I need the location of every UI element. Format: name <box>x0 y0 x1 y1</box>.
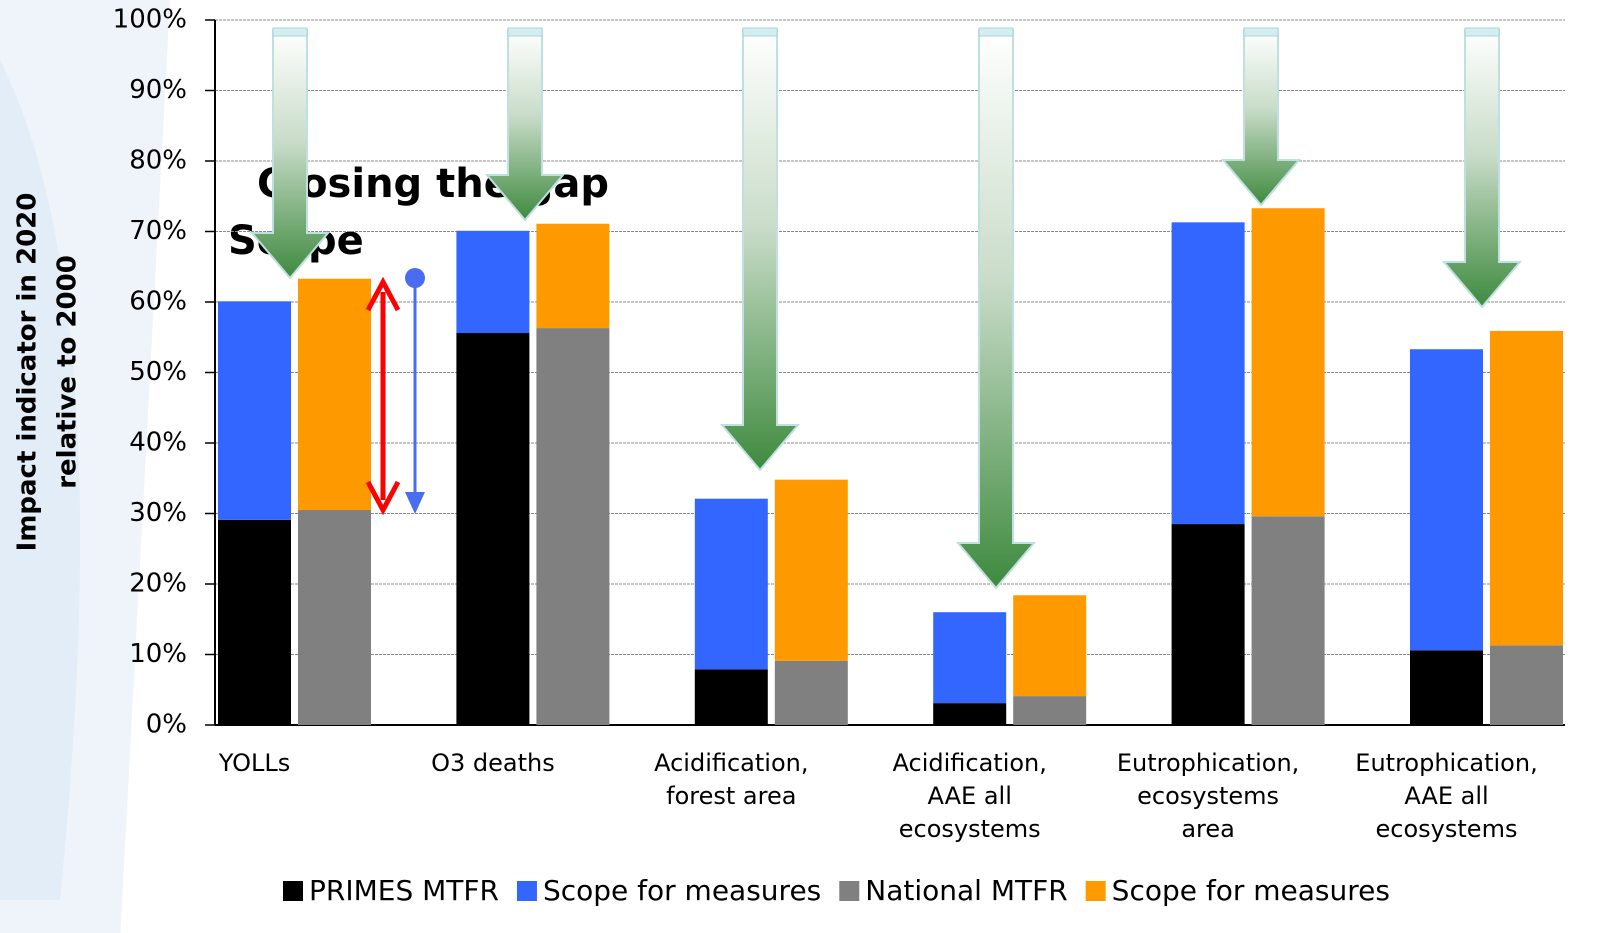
decor-arrow-cap <box>1243 27 1279 37</box>
bar-segment <box>298 278 371 510</box>
x-tick-label: O3 deaths <box>431 749 555 777</box>
bar-segment <box>933 612 1007 704</box>
decor-arrow <box>719 29 801 472</box>
bar-segment <box>218 301 291 520</box>
bar-segment <box>1013 696 1087 725</box>
decor-arrow-cap <box>507 27 543 37</box>
bar-segment <box>536 223 610 329</box>
legend-swatch <box>839 881 860 901</box>
bar-segment <box>218 519 291 725</box>
decor-arrow <box>955 29 1037 590</box>
y-axis-label-line: Impact indicator in 2020 <box>13 193 43 552</box>
bar-segment <box>1410 650 1483 725</box>
y-tick-label: 30% <box>129 498 187 528</box>
decor-arrow <box>1441 29 1523 309</box>
decor-arrow-cap <box>742 27 778 37</box>
decor-arrow <box>1220 29 1302 207</box>
x-tick-label: Acidification, AAE all ecosystems <box>893 749 1047 843</box>
bar-segment <box>1490 645 1563 725</box>
y-axis-label-line: relative to 2000 <box>53 255 83 489</box>
x-tick-label: YOLLs <box>218 749 290 777</box>
legend-label: Scope for measures <box>1112 874 1390 907</box>
gap-arrow-dot <box>405 268 425 288</box>
bar-segment <box>774 479 848 661</box>
x-tick-label: Eutrophication, ecosystems area <box>1117 749 1299 843</box>
bar-segment <box>1251 208 1325 517</box>
bar-segment <box>774 660 848 725</box>
y-tick-label: 20% <box>129 569 187 599</box>
bar-segment <box>694 669 768 725</box>
bar-segment <box>536 328 610 725</box>
decor-arrow <box>249 29 331 280</box>
decor-arrow <box>484 29 566 222</box>
bar-segment <box>456 333 530 725</box>
background-swoosh <box>0 60 80 900</box>
y-tick-label: 60% <box>129 287 187 317</box>
bar-segment <box>1251 516 1325 725</box>
y-tick-label: 90% <box>129 75 187 105</box>
decor-arrow-cap <box>978 27 1014 37</box>
bar-segment <box>456 230 530 334</box>
bar-segment <box>1171 222 1245 525</box>
bar-segment <box>1410 349 1483 651</box>
y-tick-label: 50% <box>129 357 187 387</box>
legend-label: Scope for measures <box>543 874 821 907</box>
legend-swatch <box>516 881 537 901</box>
bar-segment <box>1171 524 1245 725</box>
gap-arrowhead <box>405 492 425 514</box>
legend-swatch <box>1085 881 1106 901</box>
legend-swatch <box>283 881 303 901</box>
x-tick-label: Acidification, forest area <box>654 749 808 810</box>
scope-arrowhead <box>365 276 401 516</box>
bar-segment <box>298 509 371 725</box>
y-tick-label: 70% <box>129 216 187 246</box>
y-tick-label: 80% <box>129 146 187 176</box>
y-tick-label: 100% <box>113 5 187 35</box>
bar-segment <box>933 703 1007 725</box>
bar-segment <box>1490 330 1563 646</box>
bar-segment <box>694 498 768 670</box>
y-axis-label: Impact indicator in 2020 relative to 200… <box>13 193 83 552</box>
y-tick-label: 10% <box>129 639 187 669</box>
y-tick-label: 0% <box>146 710 187 740</box>
legend-label: PRIMES MTFR <box>309 874 499 907</box>
y-tick-label: 40% <box>129 428 187 458</box>
bar-segment <box>1013 595 1087 697</box>
decor-arrow-cap <box>1464 27 1500 37</box>
x-tick-label: Eutrophication, AAE all ecosystems <box>1355 749 1537 843</box>
decor-arrow-cap <box>272 27 308 37</box>
legend-label: National MTFR <box>865 874 1067 907</box>
